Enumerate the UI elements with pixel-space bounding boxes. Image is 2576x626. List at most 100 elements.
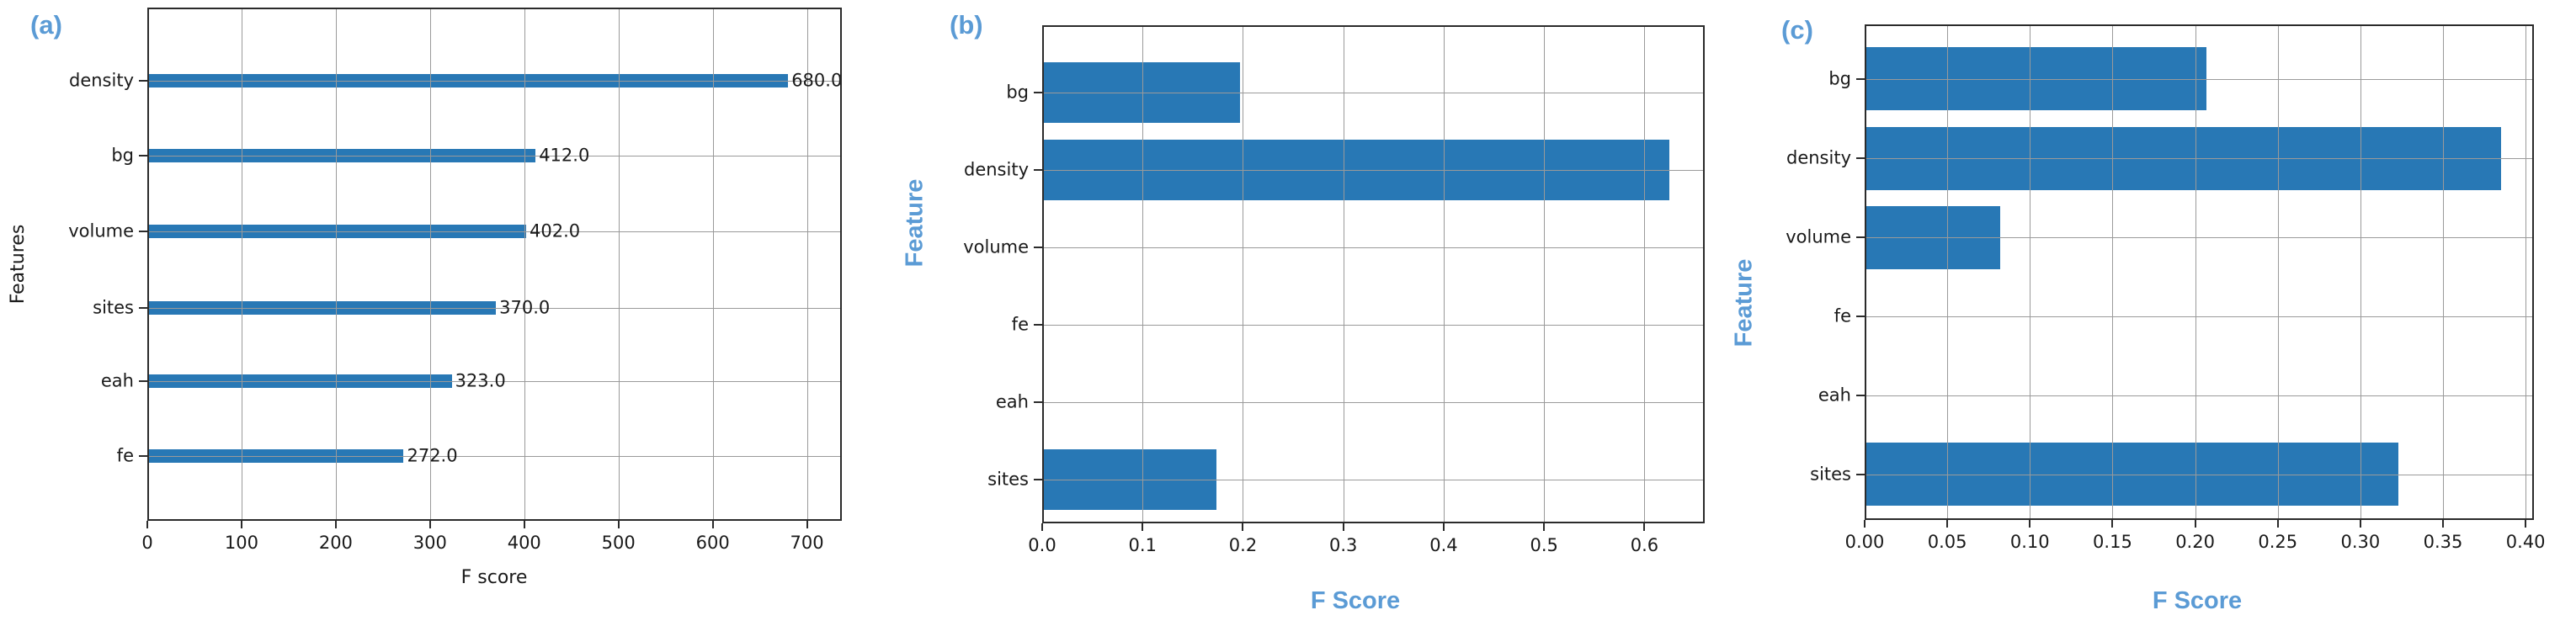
- category-label-sites: sites: [1810, 464, 1851, 485]
- y-axis-title-a: Features: [8, 224, 29, 305]
- x-tick-mark: [1946, 520, 1949, 528]
- y-gridline: [147, 307, 842, 309]
- y-gridline: [1042, 324, 1705, 326]
- x-tick-label: 0.1: [1128, 535, 1157, 555]
- x-gridline: [1544, 25, 1546, 523]
- x-tick-label: 0.15: [2093, 532, 2132, 552]
- x-tick-label: 300: [412, 533, 447, 553]
- x-tick-label: 0.4: [1429, 535, 1458, 555]
- x-tick-label: 0.0: [1028, 535, 1056, 555]
- x-gridline: [1142, 25, 1144, 523]
- bar-value-label-eah: 323.0: [455, 370, 506, 391]
- y-tick-mark: [1856, 77, 1865, 80]
- x-gridline: [618, 8, 620, 521]
- panel-label-b: (b): [950, 10, 983, 40]
- left-spine: [1865, 24, 1866, 520]
- y-tick-mark: [1856, 236, 1865, 239]
- y-tick-mark: [1034, 247, 1042, 249]
- x-tick-mark: [1643, 523, 1646, 531]
- x-tick-mark: [806, 521, 808, 528]
- category-label-bg: bg: [111, 145, 134, 166]
- x-gridline: [1947, 24, 1949, 520]
- x-tick-label: 0.3: [1329, 535, 1358, 555]
- x-tick-mark: [2276, 520, 2279, 528]
- x-tick-mark: [2194, 520, 2196, 528]
- x-tick-label: 0.6: [1630, 535, 1659, 555]
- x-tick-mark: [146, 521, 148, 528]
- plot-area-a: 0 100 200 300 400 500 600 700 density 680.0 bg 412.…: [68, 8, 843, 552]
- chart-panel-c: (c) Feature 0.00 0.05 0.10 0.15 0.20 0.25 0.30…: [1717, 0, 2576, 626]
- x-tick-mark: [2111, 520, 2114, 528]
- bar-value-label-volume: 402.0: [530, 220, 581, 241]
- y-tick-mark: [1034, 323, 1042, 326]
- y-gridline: [147, 231, 842, 232]
- category-label-sites: sites: [93, 297, 134, 318]
- y-gridline: [1865, 78, 2534, 80]
- x-gridline: [524, 8, 525, 521]
- y-axis-title-c: Feature: [1730, 258, 1758, 347]
- x-gridline: [1644, 25, 1646, 523]
- x-tick-label: 0.35: [2423, 532, 2463, 552]
- x-tick-label: 0.2: [1228, 535, 1258, 555]
- x-gridline: [2443, 24, 2445, 520]
- top-spine: [1865, 24, 2534, 26]
- category-label-density: density: [69, 70, 134, 91]
- x-gridline: [806, 8, 808, 521]
- y-tick-mark: [1856, 473, 1865, 475]
- x-tick-label: 200: [318, 533, 353, 553]
- y-tick-mark: [1034, 401, 1042, 404]
- x-gridline: [2277, 24, 2279, 520]
- x-tick-label: 0.30: [2340, 532, 2381, 552]
- y-tick-mark: [139, 80, 147, 82]
- x-tick-mark: [240, 521, 242, 528]
- right-spine: [2532, 24, 2534, 520]
- y-tick-mark: [1034, 91, 1042, 93]
- category-label-fe: fe: [1011, 314, 1029, 335]
- y-gridline: [1042, 402, 1705, 404]
- x-tick-mark: [1041, 523, 1043, 531]
- right-spine: [1703, 25, 1705, 523]
- chart-panel-b: (b) Feature 0.0 0.1 0.2 0.3 0.4 0.5 0.6 bg densi…: [859, 0, 1717, 626]
- y-gridline: [147, 81, 842, 82]
- y-tick-mark: [139, 306, 147, 309]
- left-spine: [1042, 25, 1044, 523]
- category-label-eah: eah: [995, 391, 1029, 412]
- y-gridline: [1042, 247, 1705, 249]
- category-label-fe: fe: [1834, 305, 1851, 326]
- x-tick-label: 500: [601, 533, 636, 553]
- x-gridline: [2360, 24, 2361, 520]
- x-gridline: [2195, 24, 2196, 520]
- category-label-volume: volume: [68, 220, 134, 241]
- bottom-spine: [1042, 522, 1705, 523]
- y-gridline: [147, 381, 842, 383]
- y-gridline: [1865, 237, 2534, 239]
- bar-value-label-bg: 412.0: [539, 145, 590, 166]
- x-tick-mark: [334, 521, 337, 528]
- x-tick-label: 0.05: [1927, 532, 1967, 552]
- x-tick-mark: [1242, 523, 1244, 531]
- x-axis-title-a: F score: [460, 567, 528, 588]
- y-tick-mark: [1034, 478, 1042, 480]
- x-tick-mark: [711, 521, 714, 528]
- left-spine: [147, 8, 149, 521]
- x-tick-mark: [523, 521, 525, 528]
- x-tick-label: 0.00: [1844, 532, 1885, 552]
- y-tick-mark: [1034, 169, 1042, 172]
- chart-panel-a: (a) Features 0 100 200 300 400 500 600 700 densi…: [0, 0, 859, 626]
- plot-area-c: 0.00 0.05 0.10 0.15 0.20 0.25 0.30 0.35 0.40 bg de…: [1786, 24, 2546, 551]
- y-axis-title-b: Feature: [901, 178, 929, 268]
- x-gridline: [712, 8, 714, 521]
- category-label-eah: eah: [100, 370, 134, 391]
- y-gridline: [1865, 395, 2534, 397]
- top-spine: [1042, 25, 1705, 27]
- category-label-density: density: [964, 159, 1029, 180]
- y-gridline: [147, 456, 842, 458]
- y-gridline: [1865, 158, 2534, 160]
- y-tick-mark: [139, 230, 147, 232]
- y-tick-mark: [139, 380, 147, 383]
- x-tick-mark: [2359, 520, 2361, 528]
- bar-value-label-density: 680.0: [791, 70, 843, 91]
- category-label-bg: bg: [1006, 82, 1029, 103]
- x-gridline: [2525, 24, 2527, 520]
